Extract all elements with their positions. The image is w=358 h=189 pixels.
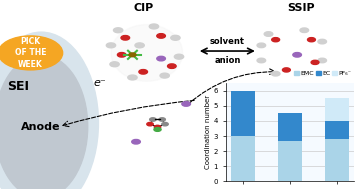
Bar xyxy=(325,139,349,181)
Circle shape xyxy=(154,125,161,129)
Bar xyxy=(278,113,302,141)
Circle shape xyxy=(129,53,136,57)
Circle shape xyxy=(318,39,326,44)
Circle shape xyxy=(135,43,144,48)
Circle shape xyxy=(150,118,156,121)
Circle shape xyxy=(110,62,119,67)
Circle shape xyxy=(0,36,63,70)
Circle shape xyxy=(174,54,184,59)
Text: anion: anion xyxy=(214,56,241,65)
Circle shape xyxy=(308,38,315,42)
Text: CIP: CIP xyxy=(133,3,153,12)
Text: Anode: Anode xyxy=(21,122,61,132)
Circle shape xyxy=(300,71,309,76)
Circle shape xyxy=(147,122,153,126)
Ellipse shape xyxy=(0,55,88,189)
Circle shape xyxy=(264,32,273,36)
Text: SSIP: SSIP xyxy=(287,3,315,12)
Bar xyxy=(325,98,349,121)
Circle shape xyxy=(160,73,169,78)
Circle shape xyxy=(121,36,130,40)
Circle shape xyxy=(132,139,140,144)
Text: PICK
OF THE
WEEK: PICK OF THE WEEK xyxy=(15,37,46,69)
Circle shape xyxy=(128,75,137,80)
Circle shape xyxy=(168,64,176,68)
Circle shape xyxy=(272,38,280,42)
Bar xyxy=(231,136,255,181)
Circle shape xyxy=(271,71,280,76)
Circle shape xyxy=(149,24,159,29)
Y-axis label: Coordination number: Coordination number xyxy=(205,95,211,169)
Circle shape xyxy=(182,102,190,106)
Text: solvent: solvent xyxy=(210,37,245,46)
Circle shape xyxy=(139,70,147,74)
Text: e⁻: e⁻ xyxy=(94,78,107,88)
Legend: EMC, EC, PF₆⁻: EMC, EC, PF₆⁻ xyxy=(291,69,354,79)
Circle shape xyxy=(300,28,309,33)
Circle shape xyxy=(257,58,266,63)
Circle shape xyxy=(282,68,290,72)
Text: SEI: SEI xyxy=(7,81,29,93)
Circle shape xyxy=(157,56,165,61)
Circle shape xyxy=(171,35,180,40)
Bar xyxy=(278,141,302,181)
Circle shape xyxy=(318,58,326,63)
Circle shape xyxy=(311,60,319,64)
Circle shape xyxy=(157,34,165,38)
Ellipse shape xyxy=(111,25,183,81)
Bar xyxy=(231,91,255,136)
Ellipse shape xyxy=(0,32,98,189)
Circle shape xyxy=(154,128,161,131)
Circle shape xyxy=(113,28,123,33)
Circle shape xyxy=(159,118,165,121)
Circle shape xyxy=(293,53,301,57)
Circle shape xyxy=(257,43,266,48)
Circle shape xyxy=(106,43,116,48)
Bar xyxy=(325,121,349,139)
Circle shape xyxy=(117,53,126,57)
Circle shape xyxy=(162,122,168,126)
